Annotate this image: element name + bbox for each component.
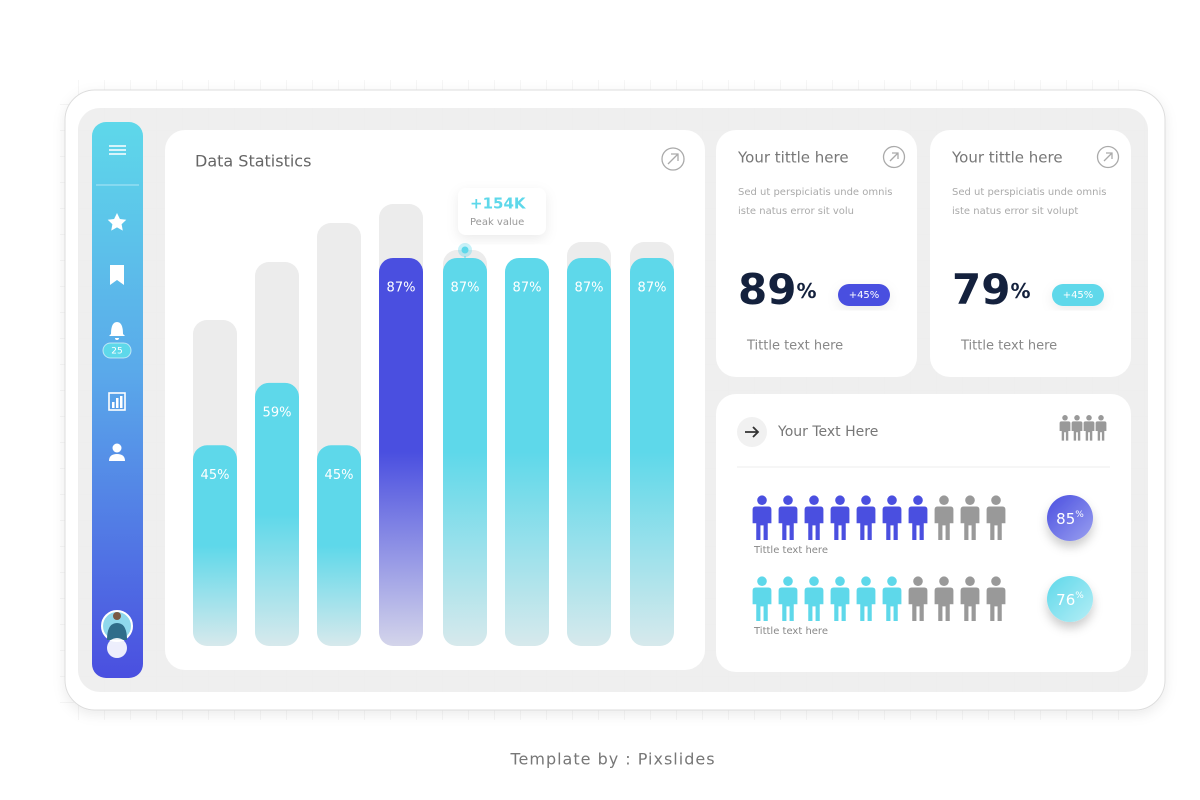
percent-unit: % — [1075, 591, 1084, 601]
tooltip-dot-core — [461, 246, 469, 254]
bar-label: 87% — [451, 280, 480, 295]
card-badge-text: +45% — [1063, 290, 1094, 301]
bar-label: 87% — [575, 280, 604, 295]
bar-label: 45% — [325, 468, 354, 483]
open-icon[interactable] — [882, 145, 906, 169]
bar-label: 87% — [513, 280, 542, 295]
card-badge — [838, 284, 890, 306]
stat-cards: Your tittle here Sed ut perspiciatis unde… — [716, 130, 1131, 377]
menu-icon[interactable] — [109, 145, 126, 155]
card-number: 79 — [952, 265, 1010, 314]
card-bg — [716, 130, 917, 377]
people-heading: Your Text Here — [777, 424, 878, 440]
bar[interactable] — [443, 257, 487, 646]
star-icon[interactable] — [107, 213, 127, 231]
open-arrow — [889, 152, 899, 162]
bookmark-icon[interactable] — [110, 265, 124, 285]
open-icon[interactable] — [661, 147, 685, 171]
bar-label: 87% — [387, 280, 416, 295]
card-badge-text: +45% — [849, 290, 880, 301]
card-text: Sed ut perspiciatis unde omnis — [738, 187, 892, 198]
avatar-body — [107, 623, 127, 640]
tooltip-box — [458, 188, 546, 235]
card-bg — [165, 130, 705, 670]
bar-label: 87% — [638, 280, 667, 295]
card-text: Sed ut perspiciatis unde omnis — [952, 187, 1106, 198]
card-unit: % — [1010, 279, 1030, 303]
stat-card: Your tittle here Sed ut perspiciatis unde… — [716, 130, 917, 377]
open-icon[interactable] — [1096, 145, 1120, 169]
bar-label: 45% — [201, 468, 230, 483]
badge-text: 25 — [111, 347, 122, 357]
bar[interactable] — [567, 257, 611, 646]
badge — [102, 342, 132, 359]
card-value: 89% — [738, 265, 817, 314]
percent-number: 85 — [1056, 510, 1075, 528]
tooltip-value: +154K — [470, 195, 527, 213]
bar[interactable] — [317, 445, 361, 646]
percent-unit: % — [1075, 510, 1084, 520]
card-value: 79% — [952, 265, 1031, 314]
bar[interactable] — [255, 382, 299, 646]
tooltip-label: Peak value — [470, 217, 524, 228]
percent-text: 76% — [1056, 591, 1084, 609]
arrow-icon — [745, 426, 760, 438]
stat-card: Your tittle here Sed ut perspiciatis unde… — [930, 130, 1131, 377]
card-title: Data Statistics — [195, 152, 311, 171]
percent-ball — [1047, 495, 1093, 541]
card-text: iste natus error sit volu — [738, 206, 854, 217]
user-icon[interactable] — [109, 443, 125, 462]
chart-icon[interactable] — [108, 392, 126, 411]
avatar-2 — [107, 638, 127, 658]
open-arrow — [1103, 152, 1113, 162]
card-caption: Tittle text here — [746, 339, 843, 354]
card-title: Your tittle here — [951, 149, 1063, 167]
row-caption: Tittle text here — [753, 626, 828, 637]
bar[interactable] — [379, 257, 423, 646]
percent-number: 76 — [1056, 591, 1075, 609]
card-caption: Tittle text here — [960, 339, 1057, 354]
bar[interactable] — [630, 257, 674, 646]
bar-label: 59% — [263, 405, 292, 420]
bar[interactable] — [193, 445, 237, 646]
bar[interactable] — [505, 257, 549, 646]
bell-icon[interactable] — [109, 322, 125, 340]
card-number: 89 — [738, 265, 796, 314]
card-bg — [930, 130, 1131, 377]
avatar-head — [113, 612, 121, 620]
percent-text: 85% — [1056, 510, 1084, 528]
statistics-card: Data Statistics 45% 59% 45% 87% 87% 87% 87% 87%… — [165, 130, 705, 670]
card-text: iste natus error sit volupt — [952, 206, 1078, 217]
percent-ball — [1047, 576, 1093, 622]
row-caption: Tittle text here — [753, 545, 828, 556]
footer: Template by : Pixslides — [509, 750, 715, 769]
card-title: Your tittle here — [737, 149, 849, 167]
people-card: Your Text Here Tittle text here 85% Tittle… — [716, 394, 1131, 672]
sidebar: 25 — [92, 122, 143, 678]
card-badge — [1052, 284, 1104, 306]
card-unit: % — [796, 279, 816, 303]
